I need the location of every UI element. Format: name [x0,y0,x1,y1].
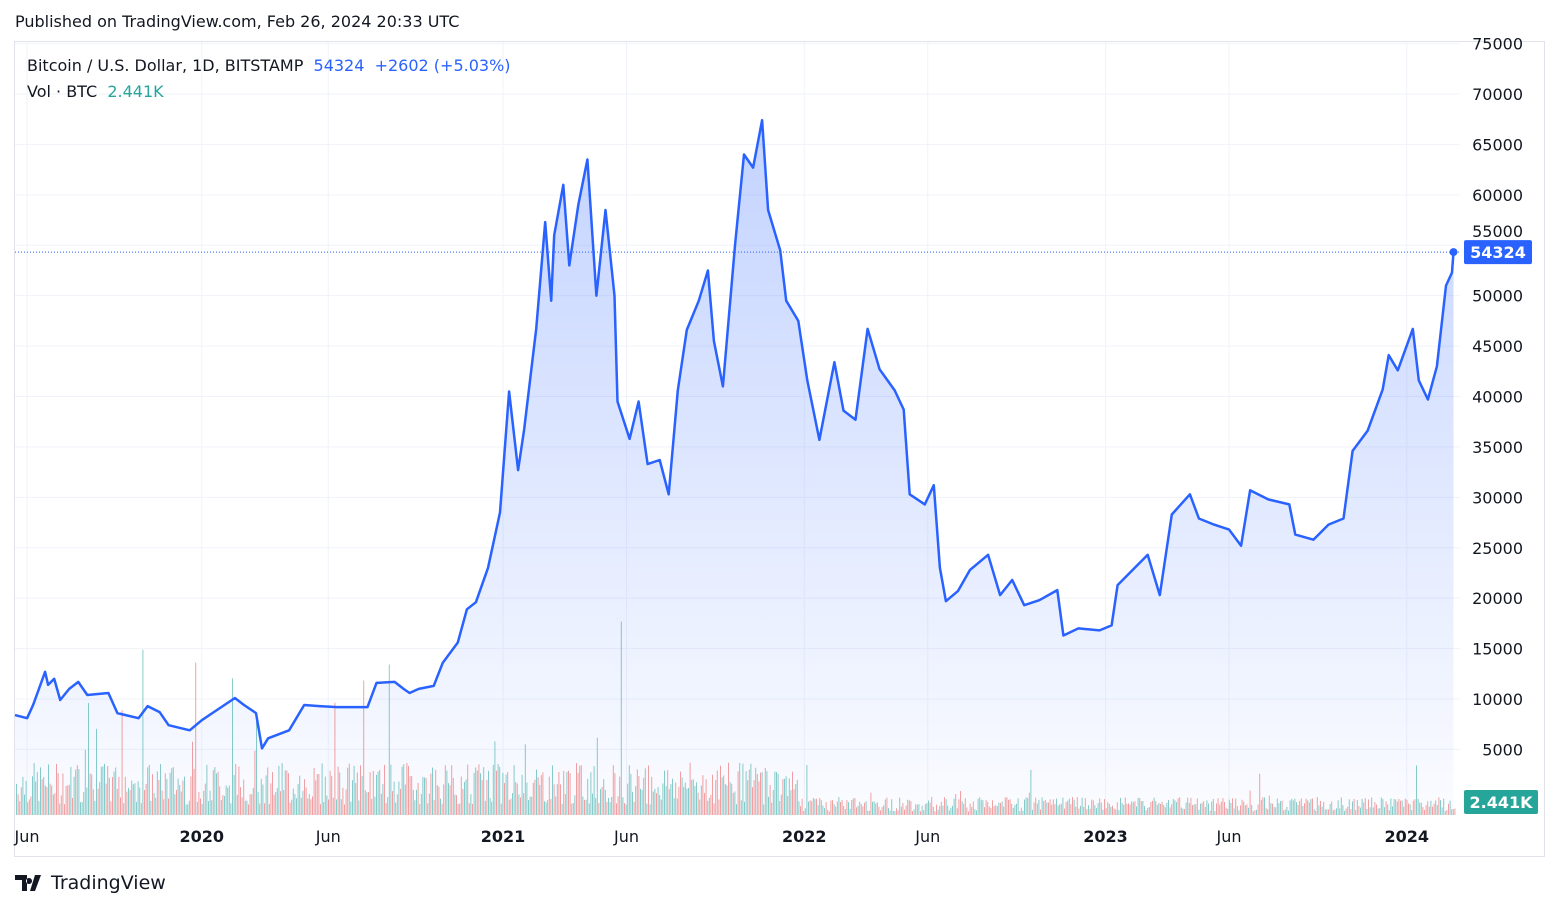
x-tick-label: 2020 [180,827,225,846]
y-tick-label: 65000 [1472,135,1523,154]
y-tick-label: 5000 [1482,740,1523,759]
volume-bar [1454,808,1456,815]
y-tick-label: 45000 [1472,337,1523,356]
brand-name: TradingView [51,872,166,894]
x-tick-label: 2021 [481,827,526,846]
y-tick-label: 70000 [1472,85,1523,104]
y-tick-label: 30000 [1472,488,1523,507]
chart-frame [14,41,1545,857]
x-tick-label: 2022 [782,827,827,846]
y-tick-label: 50000 [1472,287,1523,306]
price-axis: 5000 10000 15000 20000 25000 30000 35000 40000 4… [1472,35,1523,760]
last-price-badge: 54324 [1464,240,1532,265]
volume-badge: 2.441K [1464,790,1538,814]
y-tick-label: 25000 [1472,539,1523,558]
x-tick-label: Jun [1216,827,1242,846]
last-price-label: 54324 [1470,243,1526,262]
y-tick-label: 10000 [1472,690,1523,709]
last-price: 54324 [313,56,365,75]
last-price-dot [1449,248,1458,257]
x-tick-label: Jun [613,827,639,846]
y-tick-label: 75000 [1472,35,1523,54]
price-line [14,118,1455,750]
volume-title: Vol · BTC [27,82,98,101]
x-tick-label: Jun [914,827,940,846]
tradingview-logo[interactable]: TradingView [15,872,166,894]
tradingview-logo-icon [15,875,41,891]
price-area-fill [15,120,1454,815]
x-tick-label: Jun [315,827,341,846]
chart-legend: Bitcoin / U.S. Dollar, 1D, BITSTAMP 5432… [27,53,511,105]
time-axis: Jun 2020 Jun 2021 Jun 2022 Jun 2023 Jun 2024 [14,827,1430,846]
x-tick-label: Jun [14,827,40,846]
y-tick-label: 55000 [1472,222,1523,241]
volume-value: 2.441K [107,82,164,101]
published-caption: Published on TradingView.com, Feb 26, 20… [15,12,460,31]
y-tick-label: 15000 [1472,640,1523,659]
y-tick-label: 40000 [1472,388,1523,407]
symbol-title: Bitcoin / U.S. Dollar, 1D, BITSTAMP [27,56,304,75]
price-change: +2602 (+5.03%) [374,56,511,75]
x-tick-label: 2024 [1385,827,1430,846]
y-tick-label: 60000 [1472,186,1523,205]
y-tick-label: 35000 [1472,438,1523,457]
volume-label: 2.441K [1469,793,1533,812]
x-tick-label: 2023 [1083,827,1128,846]
y-tick-label: 20000 [1472,589,1523,608]
